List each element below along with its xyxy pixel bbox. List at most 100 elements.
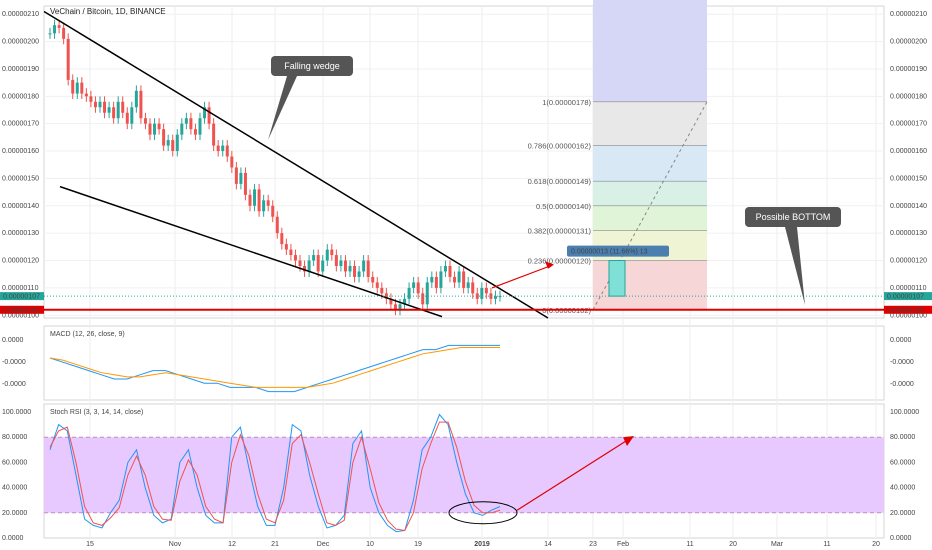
x-tick-label: 19 [414,541,422,548]
candle-body [307,260,311,272]
candle-body [471,282,475,294]
candle-body [203,107,207,119]
y-tick-label-right: 0.00000180 [890,93,927,100]
y-tick-label-left: 0.00000180 [2,93,39,100]
candle-body [348,266,352,272]
candle-body [139,90,143,119]
candle-body [253,189,257,206]
price-panel [43,5,885,319]
candle-body [48,33,52,35]
y-tick-label-right: 0.00000120 [890,258,927,265]
y-tick-label-right: 0.00000190 [890,66,927,73]
macd-y-tick-label: -0.0000 [2,381,26,388]
candle-body [389,298,393,305]
y-tick-label-left: 0.00000130 [2,230,39,237]
candle-body [184,118,188,124]
candle-body [216,145,220,152]
current-price-label-right: 0.00000107 [887,294,924,301]
stoch-rsi-y-tick-label-right: 0.0000 [890,535,912,542]
chart-title: VeChain / Bitcoin, 1D, BINANCE [50,7,166,16]
candle-body [312,255,316,261]
stoch-rsi-y-tick-label: 40.0000 [2,485,27,492]
candle-body [189,118,193,130]
possible-bottom-callout [745,207,841,227]
fib-zone [593,101,707,146]
current-price-label-left: 0.00000107 [3,294,40,301]
x-tick-label: 20 [729,541,737,548]
x-tick-label: 14 [544,541,552,548]
y-tick-label-left: 0.00000200 [2,39,39,46]
fib-zone [593,205,707,231]
price-arrow-line [491,265,551,289]
candle-body [271,205,275,217]
candle-body [57,25,61,28]
stoch-rsi-y-tick-label-right: 40.0000 [890,485,915,492]
candle-body [143,118,147,124]
candle-body [366,260,370,277]
fib-zone [593,145,707,182]
projection-label-box [567,245,669,257]
candle-body [321,260,325,272]
candle-body [298,260,302,266]
candle-body [457,271,461,283]
support-price-label-left: 0.00000102 [3,307,40,314]
candle-body [416,282,420,294]
falling-wedge-label: Falling wedge [284,61,340,71]
fib-zone [593,181,707,206]
candle-body [407,287,411,299]
y-tick-label-left: 0.00000150 [2,175,39,182]
x-tick-label: 20 [872,541,880,548]
support-price-tag-left [0,305,44,314]
candle-body [221,145,225,152]
candle-body [398,304,402,310]
x-tick-label: Dec [317,541,330,548]
candle-body [53,25,57,34]
candle-body [262,200,266,212]
x-tick-label: 23 [589,541,597,548]
candle-body [339,260,343,266]
candle-body [239,172,243,184]
stoch-rsi-y-tick-label: 80.0000 [2,434,27,441]
x-tick-label: Nov [169,541,182,548]
x-tick-label: 11 [823,541,830,548]
candle-body [166,140,170,146]
fib-level-label: 0.786(0.00000162) [528,142,592,151]
y-tick-label-left: 0.00000190 [2,66,39,73]
stoch-rsi-y-tick-label: 100.0000 [2,409,31,416]
possible-bottom-callout-pointer [785,227,805,305]
candle-body [353,266,357,277]
y-tick-label-right: 0.00000200 [890,39,927,46]
y-tick-label-left: 0.00000170 [2,121,39,128]
y-tick-label-left: 0.00000100 [2,312,39,319]
candle-body [89,96,93,102]
candle-body [362,260,366,272]
candle-body [98,101,102,108]
candle-body [125,112,129,124]
candle-body [93,101,97,108]
y-tick-label-right: 0.00000100 [890,312,927,319]
candle-body [325,249,329,261]
candle-body [193,129,197,135]
candle-body [130,107,134,124]
candle-body [393,304,397,310]
candle-body [289,249,293,256]
candle-body [275,216,279,234]
candle-body [371,276,375,283]
candle-body [157,123,161,130]
macd-series-signal [49,347,500,388]
candle-body [107,107,111,113]
candle-body [330,249,334,256]
macd-y-tick-label: -0.0000 [2,359,26,366]
candle-body [484,287,488,294]
candle-body [425,282,429,305]
y-tick-label-right: 0.00000140 [890,203,927,210]
stoch-rsi-y-tick-label: 0.0000 [2,535,24,542]
candle-body [357,271,361,277]
candle-body [153,123,157,135]
candle-body [375,282,379,288]
candle-body [207,107,211,124]
x-tick-label: Mar [771,541,784,548]
fib-level-label: 1(0.00000178) [542,98,591,107]
fib-level-label: 0.618(0.00000149) [528,177,592,186]
